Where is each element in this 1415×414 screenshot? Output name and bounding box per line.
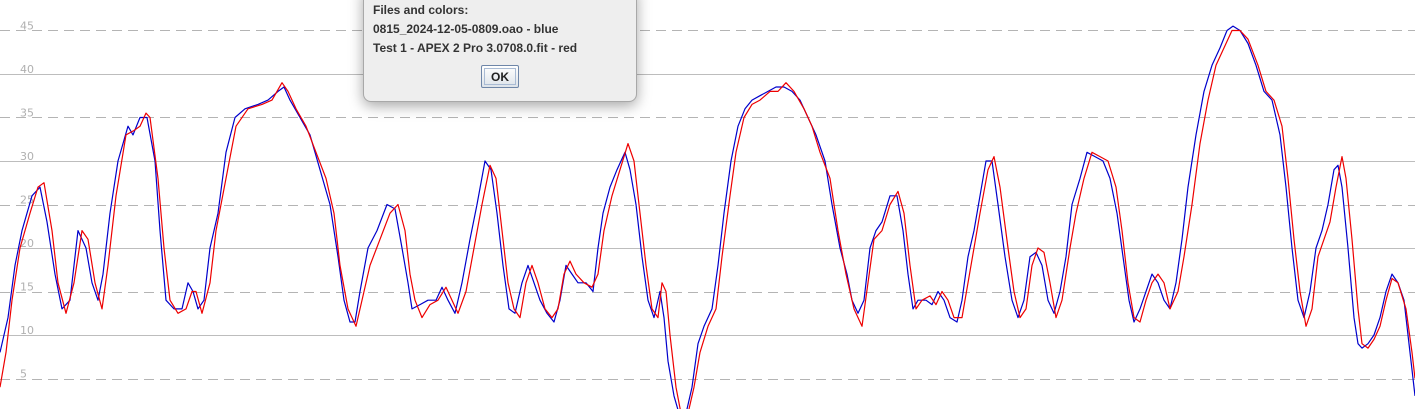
dialog-heading: Files and colors:: [373, 3, 469, 17]
y-tick-label: 35: [20, 106, 34, 119]
y-tick-label: 30: [20, 150, 34, 163]
y-axis-tick-labels: 5 10 15 20 25 30 35 40 45: [20, 19, 34, 380]
y-tick-label: 40: [20, 63, 34, 76]
y-tick-label: 45: [20, 19, 34, 32]
files-and-colors-dialog: Files and colors: 0815_2024-12-05-0809.o…: [363, 0, 637, 102]
gridlines: [0, 30, 1415, 380]
y-tick-label: 15: [20, 281, 34, 294]
series-line-0: [0, 25, 1415, 414]
series-lines: [0, 25, 1415, 414]
y-tick-label: 5: [20, 368, 27, 381]
file-color-line-red: Test 1 - APEX 2 Pro 3.0708.0.fit - red: [373, 41, 578, 55]
ok-button[interactable]: OK: [481, 65, 519, 88]
y-tick-label: 25: [20, 194, 34, 207]
series-line-1: [0, 29, 1415, 414]
file-color-line-blue: 0815_2024-12-05-0809.oao - blue: [373, 22, 559, 36]
y-tick-label: 20: [20, 237, 34, 250]
y-tick-label: 10: [20, 324, 34, 337]
